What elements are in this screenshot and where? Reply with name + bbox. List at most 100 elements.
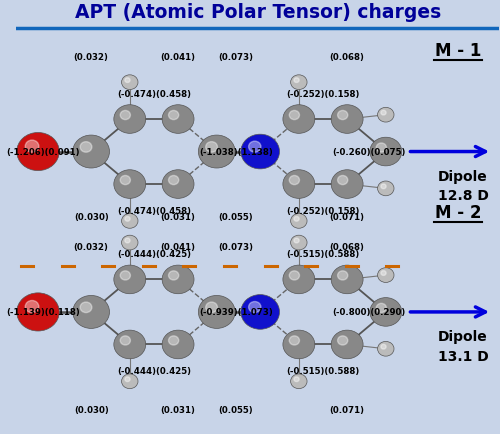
Circle shape: [381, 345, 386, 349]
Text: (0.073): (0.073): [218, 243, 254, 252]
Text: (0.032): (0.032): [74, 243, 108, 252]
Circle shape: [168, 176, 178, 185]
Circle shape: [331, 330, 363, 359]
Circle shape: [80, 302, 92, 313]
Circle shape: [381, 184, 386, 189]
Circle shape: [206, 142, 218, 153]
Circle shape: [125, 79, 130, 83]
Circle shape: [125, 377, 130, 381]
Circle shape: [294, 377, 299, 381]
Text: (0.068): (0.068): [330, 53, 364, 62]
Text: (-0.939)(1.073): (-0.939)(1.073): [199, 308, 273, 317]
Text: (0.068): (0.068): [330, 243, 364, 252]
Circle shape: [120, 271, 130, 280]
Text: M - 1: M - 1: [435, 42, 482, 59]
Circle shape: [125, 239, 130, 243]
Text: (-0.252)(0.158): (-0.252)(0.158): [286, 89, 360, 98]
Text: (-0.800)(0.290): (-0.800)(0.290): [332, 308, 406, 317]
Circle shape: [290, 336, 300, 345]
Circle shape: [162, 330, 194, 359]
Circle shape: [331, 266, 363, 294]
Text: M - 2: M - 2: [435, 204, 482, 222]
Circle shape: [370, 298, 402, 326]
Circle shape: [290, 236, 307, 250]
Text: (-0.474)(0.458): (-0.474)(0.458): [117, 89, 191, 98]
Circle shape: [168, 271, 178, 280]
Circle shape: [290, 374, 307, 389]
Circle shape: [122, 236, 138, 250]
Circle shape: [80, 142, 92, 153]
Circle shape: [162, 171, 194, 199]
Text: 13.1 D: 13.1 D: [438, 349, 488, 363]
Circle shape: [290, 271, 300, 280]
Circle shape: [241, 295, 280, 329]
Circle shape: [25, 141, 39, 153]
Circle shape: [114, 330, 146, 359]
Text: (0.031): (0.031): [160, 405, 196, 414]
Circle shape: [114, 266, 146, 294]
Text: Dipole: Dipole: [438, 170, 488, 184]
Text: (-0.252)(0.158): (-0.252)(0.158): [286, 206, 360, 215]
Circle shape: [294, 79, 299, 83]
Circle shape: [16, 293, 59, 331]
Text: (0.071): (0.071): [330, 213, 364, 221]
Circle shape: [290, 214, 307, 229]
Circle shape: [120, 176, 130, 185]
Circle shape: [290, 176, 300, 185]
Circle shape: [162, 105, 194, 134]
Circle shape: [294, 217, 299, 222]
Circle shape: [381, 271, 386, 276]
Circle shape: [125, 217, 130, 222]
Text: (0.055): (0.055): [218, 405, 254, 414]
Circle shape: [331, 105, 363, 134]
Circle shape: [370, 138, 402, 167]
Circle shape: [114, 171, 146, 199]
Circle shape: [376, 304, 386, 313]
Circle shape: [338, 271, 348, 280]
Circle shape: [162, 266, 194, 294]
Circle shape: [381, 111, 386, 116]
Text: (-0.515)(0.588): (-0.515)(0.588): [286, 366, 360, 375]
Circle shape: [248, 302, 261, 313]
Text: (-0.474)(0.458): (-0.474)(0.458): [117, 206, 191, 215]
Circle shape: [338, 111, 348, 120]
Text: (-1.139)(0.118): (-1.139)(0.118): [6, 308, 80, 317]
Text: (0.055): (0.055): [218, 213, 254, 221]
Circle shape: [122, 214, 138, 229]
Text: (-0.444)(0.425): (-0.444)(0.425): [117, 249, 191, 258]
Circle shape: [378, 108, 394, 123]
Circle shape: [241, 135, 280, 170]
Text: (0.031): (0.031): [160, 213, 196, 221]
Text: (0.030): (0.030): [74, 405, 108, 414]
Circle shape: [331, 171, 363, 199]
Circle shape: [338, 176, 348, 185]
Circle shape: [283, 105, 315, 134]
Circle shape: [198, 136, 235, 169]
Text: (-1.206)(0.091): (-1.206)(0.091): [6, 148, 80, 157]
Circle shape: [283, 266, 315, 294]
Circle shape: [73, 296, 110, 329]
Circle shape: [114, 105, 146, 134]
Circle shape: [122, 374, 138, 389]
Circle shape: [206, 302, 218, 313]
Text: (0.041): (0.041): [160, 53, 196, 62]
Text: (0.032): (0.032): [74, 53, 108, 62]
Circle shape: [16, 133, 59, 171]
Circle shape: [283, 171, 315, 199]
Circle shape: [198, 296, 235, 329]
Circle shape: [378, 342, 394, 356]
Circle shape: [120, 111, 130, 120]
Text: (0.071): (0.071): [330, 405, 364, 414]
Circle shape: [378, 181, 394, 196]
Circle shape: [168, 111, 178, 120]
Text: (-0.260)(0.075): (-0.260)(0.075): [332, 148, 406, 157]
Text: Dipole: Dipole: [438, 329, 488, 343]
Circle shape: [248, 142, 261, 153]
Circle shape: [290, 76, 307, 90]
Circle shape: [283, 330, 315, 359]
Circle shape: [25, 301, 39, 313]
Text: (-0.515)(0.588): (-0.515)(0.588): [286, 249, 360, 258]
Circle shape: [122, 76, 138, 90]
Circle shape: [168, 336, 178, 345]
Circle shape: [338, 336, 348, 345]
